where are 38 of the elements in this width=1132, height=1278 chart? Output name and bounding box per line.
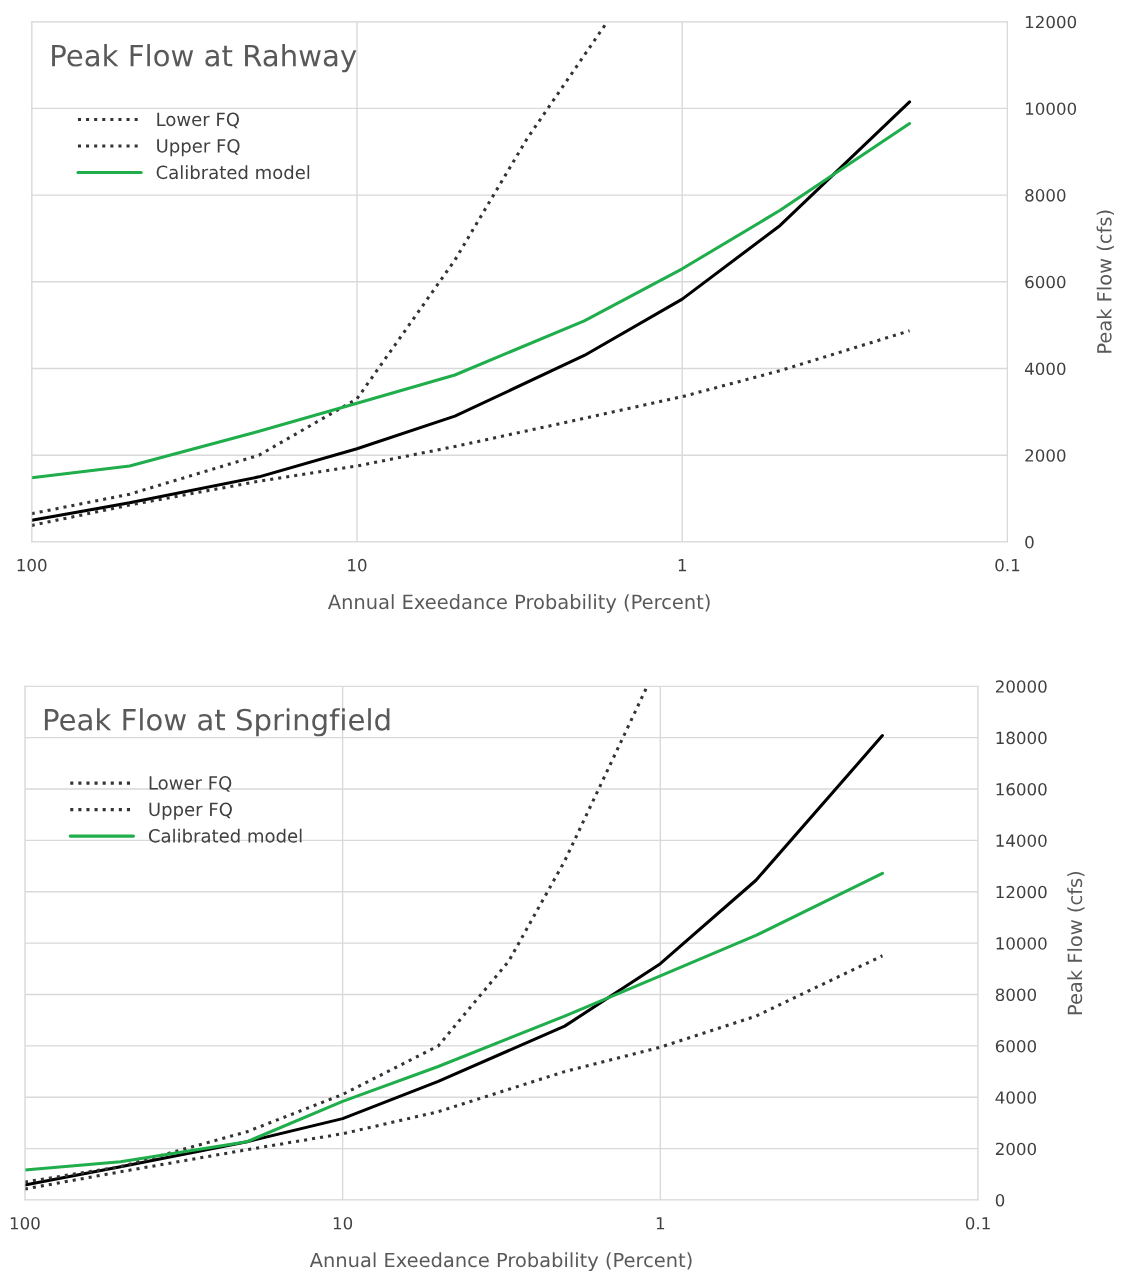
y-tick-label: 12000	[996, 885, 1047, 899]
y-tick-label: 8000	[1025, 189, 1066, 202]
x-axis-title: Annual Exeedance Probability (Percent)	[327, 594, 710, 613]
legend-label: Calibrated model	[148, 828, 302, 843]
y-tick-label: 8000	[995, 988, 1037, 1002]
x-tick-label: 0.1	[965, 1217, 990, 1230]
x-tick-label: 1	[678, 559, 686, 572]
y-tick-label: 10000	[996, 937, 1047, 950]
legend-label: Lower FQ	[157, 112, 239, 129]
text: Peak Flow at Rahway	[52, 44, 357, 73]
legend-label: Lower FQ	[149, 776, 232, 792]
y-tick-label: 16000	[996, 783, 1047, 796]
y-tick-label: 0	[995, 1194, 1005, 1207]
legend-label: Upper FQ	[157, 138, 240, 157]
y-tick-label: 2000	[1025, 449, 1066, 462]
legend-label: Calibrated model	[156, 165, 310, 180]
y-tick-label: 10000	[1025, 102, 1077, 115]
y-tick-label: 6000	[1025, 275, 1066, 289]
x-tick-label: 100	[10, 1217, 40, 1230]
legend-label: Upper FQ	[149, 802, 232, 820]
y-tick-label: 14000	[996, 834, 1047, 847]
y-tick-label: 18000	[996, 731, 1047, 745]
y-tick-label: 4000	[995, 1091, 1037, 1104]
y-axis-title: Peak Flow (cfs)	[1096, 210, 1114, 353]
y-tick-label: 0	[1025, 535, 1034, 549]
x-tick-label: 1	[656, 1217, 665, 1230]
y-tick-label: 4000	[1024, 362, 1066, 376]
x-tick-label: 0.1	[995, 558, 1020, 572]
x-axis-title: Annual Exeedance Probability (Percent)	[309, 1252, 692, 1272]
y-axis-title: Peak Flow (cfs)	[1067, 871, 1085, 1015]
y-tick-label: 2000	[995, 1142, 1037, 1156]
x-tick-label: 10	[348, 558, 367, 572]
y-tick-label: 12000	[1025, 15, 1077, 29]
y-tick-label: 20000	[995, 680, 1047, 693]
x-tick-label: 100	[17, 558, 47, 572]
x-tick-label: 10	[333, 1217, 353, 1230]
y-tick-label: 6000	[995, 1039, 1037, 1053]
text: Peak Flow at Springfield	[44, 708, 390, 737]
